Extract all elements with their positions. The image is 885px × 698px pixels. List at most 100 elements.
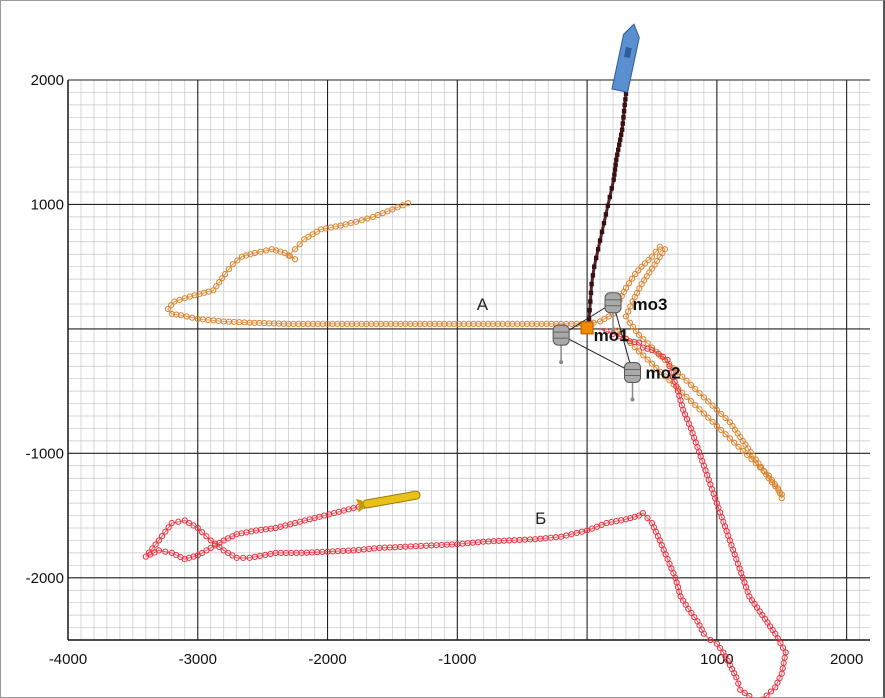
series-point — [162, 528, 169, 535]
series-point — [221, 271, 229, 278]
series-point — [189, 314, 196, 321]
series-point — [588, 290, 594, 295]
series-point — [631, 513, 638, 520]
series-point — [629, 298, 636, 305]
series-point — [609, 186, 614, 191]
buoy-mo3-icon — [604, 292, 622, 332]
series-point — [718, 410, 725, 418]
series-point — [731, 439, 738, 446]
series-point — [666, 377, 673, 384]
series-point — [648, 360, 656, 367]
series-point — [272, 247, 280, 254]
series-point — [588, 299, 593, 304]
series-point — [207, 537, 214, 544]
series-point — [631, 338, 638, 346]
series-point — [595, 247, 601, 252]
series-point — [587, 308, 592, 313]
series-point — [286, 252, 294, 260]
series-point — [620, 121, 625, 126]
series-point — [623, 91, 629, 96]
series-point — [263, 247, 270, 254]
buoy-mo2-icon — [624, 361, 642, 402]
series-point — [625, 308, 632, 315]
series-point — [679, 373, 686, 380]
series-point — [655, 350, 662, 357]
series-point — [656, 243, 663, 250]
series-point — [622, 516, 630, 523]
x-tick-label: -2000 — [308, 651, 346, 668]
series-point — [621, 108, 627, 114]
series-point — [601, 220, 607, 226]
annotation-label: mo1 — [594, 326, 629, 345]
series-point — [168, 519, 175, 527]
series-point — [165, 524, 172, 531]
series-point — [198, 529, 206, 536]
series-point — [251, 249, 258, 257]
series-point — [592, 264, 597, 269]
series-point — [774, 635, 781, 642]
ship-deck — [623, 47, 632, 59]
series-point — [399, 202, 406, 209]
ship-hull — [611, 23, 640, 93]
series-point — [257, 248, 264, 255]
series-point — [612, 167, 618, 172]
series-point — [168, 302, 175, 309]
torpedo-icon — [355, 490, 421, 513]
series-point — [640, 352, 647, 359]
series-point — [247, 251, 254, 258]
series-point — [240, 554, 247, 561]
annotation-label: А — [477, 295, 489, 314]
series-point — [761, 468, 768, 475]
series-point — [641, 260, 649, 267]
buoy-link-line — [560, 302, 614, 336]
series-point — [748, 456, 755, 463]
x-tick-label: -4000 — [49, 651, 87, 668]
series-point — [741, 689, 748, 696]
series-point — [589, 281, 594, 287]
series-point — [277, 248, 284, 255]
series-point — [645, 256, 652, 264]
annotation-label: mo3 — [633, 295, 668, 314]
series-point — [203, 533, 210, 540]
series-point — [155, 537, 162, 544]
buoy-link-line — [560, 334, 633, 373]
series-point — [211, 540, 219, 547]
series-point — [632, 271, 639, 278]
series-point — [292, 256, 299, 263]
grid — [67, 79, 870, 641]
series-point — [219, 275, 226, 282]
series-point — [301, 236, 308, 243]
series-point — [615, 152, 620, 157]
series-point — [644, 356, 651, 363]
series-point — [639, 509, 646, 517]
series-point — [216, 543, 223, 551]
series-point — [632, 327, 640, 335]
annotation-label: mo2 — [645, 363, 680, 382]
series-point — [707, 636, 714, 644]
series-line — [167, 202, 783, 499]
series-point — [718, 427, 725, 434]
series-point — [685, 605, 692, 612]
buoy-foot — [630, 397, 635, 402]
series-point — [173, 311, 180, 318]
series-point — [233, 554, 240, 561]
buoy-mo1-icon — [552, 324, 570, 365]
series-point — [652, 248, 659, 255]
series-point — [623, 97, 628, 102]
series-point — [194, 524, 201, 532]
series-point — [739, 447, 746, 454]
series-point — [175, 518, 182, 525]
series-point — [635, 348, 643, 355]
series-point — [296, 241, 303, 248]
series-point — [613, 162, 618, 167]
series-point — [605, 203, 611, 208]
series-point — [638, 263, 645, 270]
series-point — [765, 475, 772, 482]
series-point — [168, 549, 175, 556]
series-point — [640, 336, 647, 343]
series-point — [774, 485, 781, 492]
series-point — [659, 353, 667, 360]
series-point — [653, 364, 660, 371]
series-point — [225, 266, 233, 273]
